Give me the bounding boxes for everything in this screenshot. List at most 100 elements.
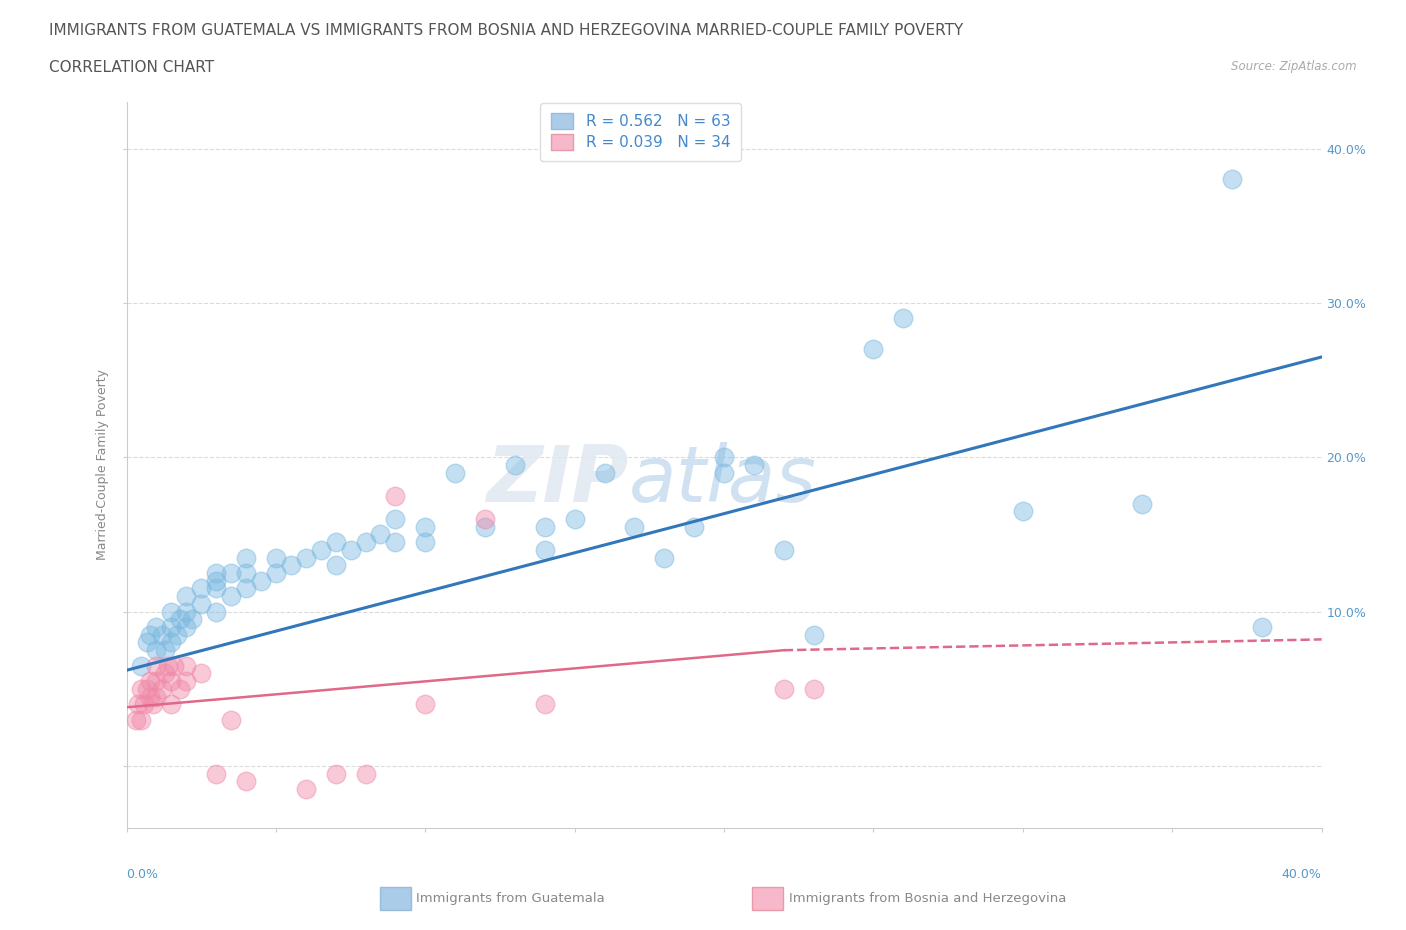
Point <box>134 697 156 711</box>
Point <box>205 581 228 596</box>
Point <box>131 712 153 727</box>
Point <box>205 766 228 781</box>
Point <box>683 519 706 534</box>
Point <box>157 658 180 673</box>
Point <box>145 643 167 658</box>
Text: IMMIGRANTS FROM GUATEMALA VS IMMIGRANTS FROM BOSNIA AND HERZEGOVINA MARRIED-COUP: IMMIGRANTS FROM GUATEMALA VS IMMIGRANTS … <box>49 23 963 38</box>
Point <box>264 565 287 580</box>
Point <box>219 712 242 727</box>
Point <box>174 589 197 604</box>
Point <box>190 666 212 681</box>
Legend: R = 0.562   N = 63, R = 0.039   N = 34: R = 0.562 N = 63, R = 0.039 N = 34 <box>540 102 741 161</box>
Point <box>384 512 406 526</box>
Text: Immigrants from Bosnia and Herzegovina: Immigrants from Bosnia and Herzegovina <box>789 892 1066 905</box>
Point <box>219 565 242 580</box>
Point <box>160 635 183 650</box>
Point <box>773 682 796 697</box>
Point <box>169 612 191 627</box>
Point <box>235 565 257 580</box>
Point <box>139 689 162 704</box>
Point <box>235 551 257 565</box>
Point <box>174 604 197 619</box>
Point <box>384 488 406 503</box>
Point <box>163 658 186 673</box>
Point <box>309 542 332 557</box>
Point <box>593 465 616 480</box>
Text: Immigrants from Guatemala: Immigrants from Guatemala <box>416 892 605 905</box>
Point <box>264 551 287 565</box>
Point <box>370 527 392 542</box>
Point <box>534 697 557 711</box>
Point <box>803 682 825 697</box>
Point <box>145 689 167 704</box>
Point <box>534 542 557 557</box>
Point <box>652 551 675 565</box>
Point <box>131 658 153 673</box>
Point <box>713 450 735 465</box>
Point <box>415 697 437 711</box>
Point <box>174 658 197 673</box>
Point <box>1130 496 1153 511</box>
Text: CORRELATION CHART: CORRELATION CHART <box>49 60 214 75</box>
Text: Source: ZipAtlas.com: Source: ZipAtlas.com <box>1232 60 1357 73</box>
Point <box>235 774 257 789</box>
Point <box>564 512 586 526</box>
Point <box>136 682 159 697</box>
Point <box>1220 172 1243 187</box>
Y-axis label: Married-Couple Family Poverty: Married-Couple Family Poverty <box>96 369 110 561</box>
Point <box>503 458 526 472</box>
Point <box>623 519 645 534</box>
Point <box>136 635 159 650</box>
Point <box>325 558 347 573</box>
Point <box>280 558 302 573</box>
Point <box>155 666 177 681</box>
Point <box>127 697 149 711</box>
Point <box>160 604 183 619</box>
Point <box>205 604 228 619</box>
Point <box>124 712 146 727</box>
Point <box>166 628 188 643</box>
Point <box>474 512 496 526</box>
Point <box>152 628 174 643</box>
Point <box>294 551 316 565</box>
Point <box>155 643 177 658</box>
Point <box>893 311 915 325</box>
Point <box>294 782 316 797</box>
Point <box>139 628 162 643</box>
Point <box>160 697 183 711</box>
Point <box>145 673 167 688</box>
Point <box>205 565 228 580</box>
Point <box>190 581 212 596</box>
Point <box>534 519 557 534</box>
Point <box>160 619 183 634</box>
Point <box>354 766 377 781</box>
Point <box>174 673 197 688</box>
Point <box>773 542 796 557</box>
Point <box>325 766 347 781</box>
Point <box>713 465 735 480</box>
Text: 0.0%: 0.0% <box>127 868 159 881</box>
Point <box>415 535 437 550</box>
Point <box>219 589 242 604</box>
Text: ZIP: ZIP <box>486 442 628 517</box>
Point <box>131 682 153 697</box>
Point <box>139 673 162 688</box>
Point <box>181 612 204 627</box>
Point <box>145 619 167 634</box>
Point <box>235 581 257 596</box>
Point <box>474 519 496 534</box>
Point <box>1251 619 1274 634</box>
Point <box>444 465 467 480</box>
Text: 40.0%: 40.0% <box>1282 868 1322 881</box>
Point <box>152 682 174 697</box>
Point <box>742 458 765 472</box>
Point <box>384 535 406 550</box>
Point <box>169 682 191 697</box>
Point <box>1011 504 1033 519</box>
Point <box>205 573 228 588</box>
Point <box>174 619 197 634</box>
Point <box>142 697 165 711</box>
Point <box>160 673 183 688</box>
Point <box>250 573 273 588</box>
Point <box>803 628 825 643</box>
